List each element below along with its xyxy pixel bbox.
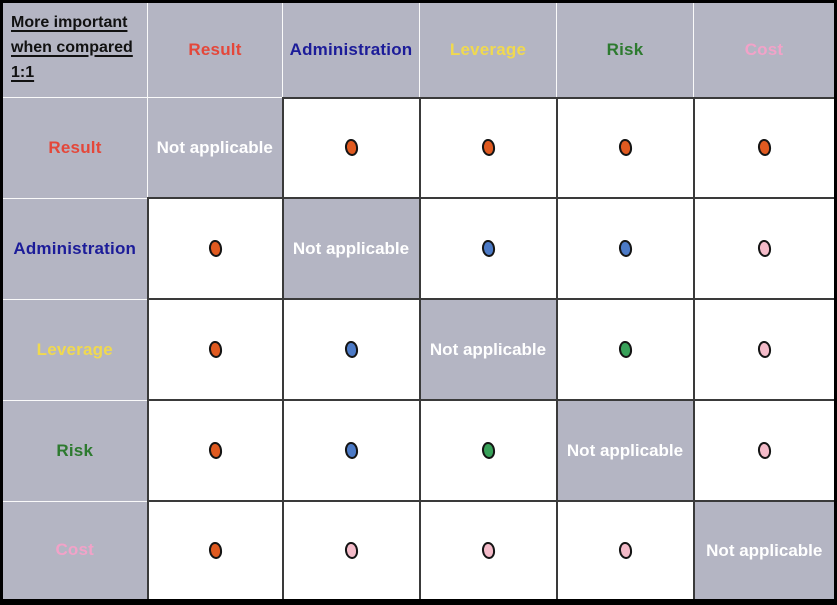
winner-dot-icon-cost (617, 541, 633, 560)
column-header-label: Risk (606, 39, 644, 59)
row-header-label: Leverage (36, 339, 113, 359)
matrix-cell-cost-vs-result (146, 500, 284, 603)
winner-dot-icon-administration (480, 239, 496, 258)
matrix-cell-leverage-vs-cost (692, 298, 837, 402)
matrix-row-administration: Administration Not applicable (1, 197, 837, 301)
matrix-cell-administration-vs-cost (692, 197, 837, 301)
matrix-cell-risk-vs-administration (281, 399, 421, 503)
row-header-result: Result (1, 97, 148, 199)
column-header-administration: Administration (282, 1, 420, 98)
matrix-row-result: Result Not applicable (1, 96, 837, 200)
matrix-row-risk: Risk Not applicable (1, 399, 837, 503)
winner-dot-icon-result (480, 138, 496, 157)
matrix-cell-cost-vs-leverage (418, 500, 558, 603)
matrix-row-cost: Cost Not applicable (1, 500, 836, 603)
row-header-label: Cost (55, 540, 95, 560)
column-header-label: Cost (744, 39, 784, 59)
matrix-cell-administration-vs-risk (555, 197, 695, 301)
winner-dot-icon-result (343, 138, 359, 157)
matrix-cell-result-vs-risk (555, 96, 695, 200)
matrix-cell-leverage-vs-administration (281, 298, 421, 402)
winner-dot-icon-cost (343, 541, 359, 560)
matrix-cell-risk-vs-leverage (418, 399, 558, 503)
winner-dot-icon-cost (756, 340, 772, 359)
matrix-body: Result Not applicable Administration Not ap… (1, 96, 837, 603)
column-header-label: Administration (289, 39, 413, 59)
winner-dot-icon-result (756, 138, 772, 157)
matrix-cell-risk-vs-risk: Not applicable (556, 399, 694, 502)
row-header-cost: Cost (1, 500, 148, 603)
winner-dot-icon-administration (343, 340, 359, 359)
winner-dot-icon-administration (617, 239, 633, 258)
column-header-label: Result (188, 40, 242, 59)
winner-dot-icon-administration (343, 441, 359, 460)
winner-dot-icon-risk (617, 340, 633, 359)
matrix-cell-cost-vs-cost: Not applicable (693, 500, 836, 603)
row-header-label: Administration (13, 238, 137, 258)
matrix-cell-administration-vs-administration: Not applicable (282, 197, 420, 300)
matrix-cell-risk-vs-result (146, 399, 284, 503)
winner-dot-icon-result (207, 340, 223, 359)
column-header-cost: Cost (693, 1, 836, 98)
matrix-cell-result-vs-result: Not applicable (147, 97, 283, 199)
matrix-cell-risk-vs-cost (692, 399, 837, 503)
matrix-cell-result-vs-leverage (418, 96, 558, 200)
not-applicable-label: Not applicable (706, 540, 823, 560)
column-header-leverage: Leverage (419, 1, 557, 98)
matrix-cell-cost-vs-risk (555, 500, 695, 603)
winner-dot-icon-cost (756, 441, 772, 460)
matrix-cell-cost-vs-administration (281, 500, 421, 603)
not-applicable-label: Not applicable (429, 339, 547, 359)
matrix-cell-result-vs-cost (692, 96, 837, 200)
row-header-leverage: Leverage (1, 298, 148, 401)
not-applicable-label: Not applicable (292, 238, 410, 258)
matrix-row-leverage: Leverage Not applicable (1, 298, 837, 402)
winner-dot-icon-result (617, 138, 633, 157)
winner-dot-icon-risk (480, 441, 496, 460)
winner-dot-icon-cost (480, 541, 496, 560)
not-applicable-label: Not applicable (156, 137, 273, 157)
not-applicable-label: Not applicable (566, 440, 684, 460)
winner-dot-icon-result (207, 541, 223, 560)
column-header-risk: Risk (556, 1, 694, 98)
matrix-cell-leverage-vs-risk (555, 298, 695, 402)
row-header-label: Result (48, 137, 102, 157)
corner-cell: More important when compared 1:1 (1, 1, 148, 98)
matrix-cell-leverage-vs-result (146, 298, 284, 402)
matrix-cell-result-vs-administration (281, 96, 421, 200)
matrix-cell-administration-vs-result (146, 197, 284, 301)
winner-dot-icon-result (207, 239, 223, 258)
row-header-label: Risk (56, 440, 94, 460)
column-header-label: Leverage (449, 39, 527, 59)
row-header-administration: Administration (1, 197, 148, 300)
corner-label: More important when compared 1:1 (11, 14, 133, 81)
matrix-cell-leverage-vs-leverage: Not applicable (419, 298, 557, 401)
column-header-result: Result (147, 1, 283, 98)
row-header-risk: Risk (1, 399, 148, 502)
winner-dot-icon-cost (756, 239, 772, 258)
matrix-cell-administration-vs-leverage (418, 197, 558, 301)
winner-dot-icon-result (207, 441, 223, 460)
header-row: More important when compared 1:1 Result A… (1, 1, 836, 98)
